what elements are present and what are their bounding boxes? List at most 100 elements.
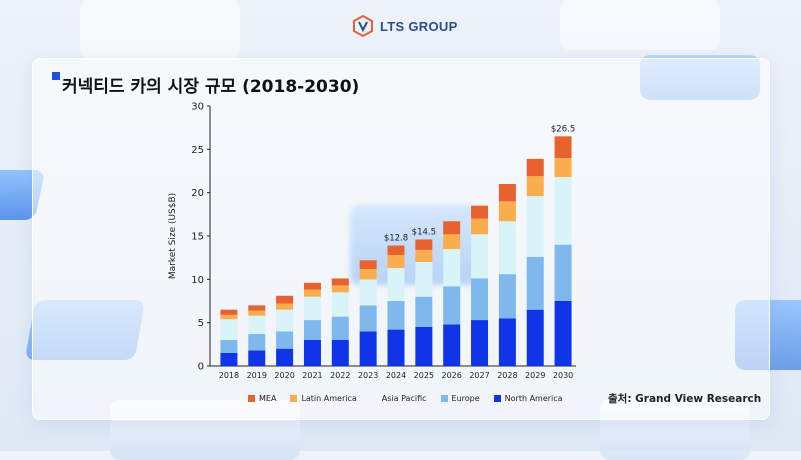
x-tick-label: 2029 xyxy=(525,371,545,380)
bar-europe-2027 xyxy=(471,278,489,321)
chart-title-block: 커넥티드 카의 시장 규모 (2018-2030) xyxy=(52,70,359,97)
y-tick-label: 5 xyxy=(198,318,204,329)
bar-north-america-2022 xyxy=(331,340,349,366)
bar-asia-pacific-2029 xyxy=(526,196,544,257)
bar-europe-2018 xyxy=(220,340,238,353)
bar-asia-pacific-2023 xyxy=(359,279,377,306)
bar-europe-2022 xyxy=(331,316,349,340)
x-tick-label: 2025 xyxy=(414,371,434,380)
bar-asia-pacific-2018 xyxy=(220,319,238,340)
data-label: $26.5 xyxy=(551,124,575,134)
bar-mea-2026 xyxy=(443,221,461,235)
bar-mea-2027 xyxy=(471,205,489,219)
bar-mea-2025 xyxy=(415,239,433,250)
bar-north-america-2019 xyxy=(248,350,266,366)
bar-europe-2019 xyxy=(248,333,266,351)
bar-asia-pacific-2028 xyxy=(498,221,516,275)
bar-mea-2022 xyxy=(331,278,349,286)
bar-europe-2030 xyxy=(554,244,572,301)
bar-north-america-2025 xyxy=(415,327,433,366)
bar-latin-america-2023 xyxy=(359,268,377,280)
bar-europe-2020 xyxy=(276,331,294,349)
legend-swatch xyxy=(290,395,298,402)
bar-north-america-2021 xyxy=(303,340,321,366)
bar-latin-america-2030 xyxy=(554,158,572,178)
bar-europe-2023 xyxy=(359,305,377,332)
x-tick-label: 2021 xyxy=(302,371,322,380)
x-tick-label: 2022 xyxy=(330,371,350,380)
bar-north-america-2027 xyxy=(471,320,489,366)
bar-latin-america-2019 xyxy=(248,310,266,316)
bar-asia-pacific-2025 xyxy=(415,262,433,297)
bar-latin-america-2024 xyxy=(387,255,405,269)
bar-north-america-2018 xyxy=(220,353,238,366)
chart-title: 커넥티드 카의 시장 규모 (2018-2030) xyxy=(62,77,360,97)
bar-mea-2020 xyxy=(276,295,294,304)
bar-latin-america-2028 xyxy=(498,201,516,222)
bar-europe-2029 xyxy=(526,256,544,310)
x-tick-label: 2028 xyxy=(497,371,517,380)
bar-europe-2026 xyxy=(443,286,461,325)
x-tick-label: 2026 xyxy=(442,371,462,380)
x-tick-label: 2023 xyxy=(358,371,378,380)
y-tick-label: 20 xyxy=(191,188,204,199)
x-tick-label: 2027 xyxy=(469,371,489,380)
bar-latin-america-2022 xyxy=(331,285,349,293)
bar-latin-america-2025 xyxy=(415,249,433,262)
legend-item: North America xyxy=(493,394,563,403)
legend-swatch xyxy=(371,395,378,402)
x-tick-label: 2024 xyxy=(386,371,406,380)
x-tick-label: 2030 xyxy=(553,371,573,380)
bar-latin-america-2026 xyxy=(443,234,461,249)
legend-item: Europe xyxy=(440,394,480,403)
bar-asia-pacific-2019 xyxy=(248,315,266,334)
legend-item: Latin America xyxy=(290,394,357,403)
bar-latin-america-2020 xyxy=(276,303,294,310)
y-tick-label: 10 xyxy=(191,275,204,286)
legend-swatch xyxy=(248,395,255,402)
bar-europe-2025 xyxy=(415,296,433,327)
y-tick-label: 25 xyxy=(191,145,204,156)
x-tick-label: 2020 xyxy=(274,371,294,380)
bar-mea-2024 xyxy=(387,245,405,256)
bar-north-america-2020 xyxy=(276,348,294,366)
y-axis-label: Market Size (US$B) xyxy=(168,193,178,279)
bar-mea-2028 xyxy=(498,184,516,202)
legend-item: Asia Pacific xyxy=(371,394,427,403)
title-marker xyxy=(52,72,60,80)
legend-label: MEA xyxy=(259,394,277,403)
bar-europe-2028 xyxy=(498,274,516,319)
data-label: $14.5 xyxy=(412,227,436,237)
bar-asia-pacific-2020 xyxy=(276,309,294,332)
bar-asia-pacific-2021 xyxy=(303,296,321,321)
bar-latin-america-2021 xyxy=(303,289,321,297)
legend-label: Asia Pacific xyxy=(381,394,427,403)
legend-swatch xyxy=(493,395,501,402)
bar-mea-2018 xyxy=(220,309,238,315)
bar-mea-2019 xyxy=(248,305,266,311)
logo-text: LTS GROUP xyxy=(380,18,458,34)
bar-asia-pacific-2027 xyxy=(471,234,489,279)
background-tile xyxy=(560,0,720,50)
bar-latin-america-2029 xyxy=(526,176,544,197)
x-tick-label: 2018 xyxy=(219,371,239,380)
background-tile xyxy=(80,0,240,60)
x-tick-label: 2019 xyxy=(247,371,267,380)
bar-north-america-2026 xyxy=(443,324,461,366)
bar-europe-2024 xyxy=(387,301,405,330)
legend-item: MEA xyxy=(248,394,276,403)
bar-north-america-2024 xyxy=(387,329,405,366)
bar-asia-pacific-2022 xyxy=(331,292,349,317)
bar-mea-2023 xyxy=(359,260,377,269)
data-label: $12.8 xyxy=(384,234,408,244)
source-note: 출처: Grand View Research xyxy=(608,393,762,405)
bar-latin-america-2018 xyxy=(220,314,238,320)
legend-swatch xyxy=(440,395,448,402)
bar-asia-pacific-2026 xyxy=(443,249,461,287)
legend-label: North America xyxy=(504,394,563,403)
y-tick-label: 0 xyxy=(198,362,204,373)
bar-north-america-2023 xyxy=(359,331,377,366)
bar-europe-2021 xyxy=(303,320,321,340)
bar-north-america-2030 xyxy=(554,301,572,366)
